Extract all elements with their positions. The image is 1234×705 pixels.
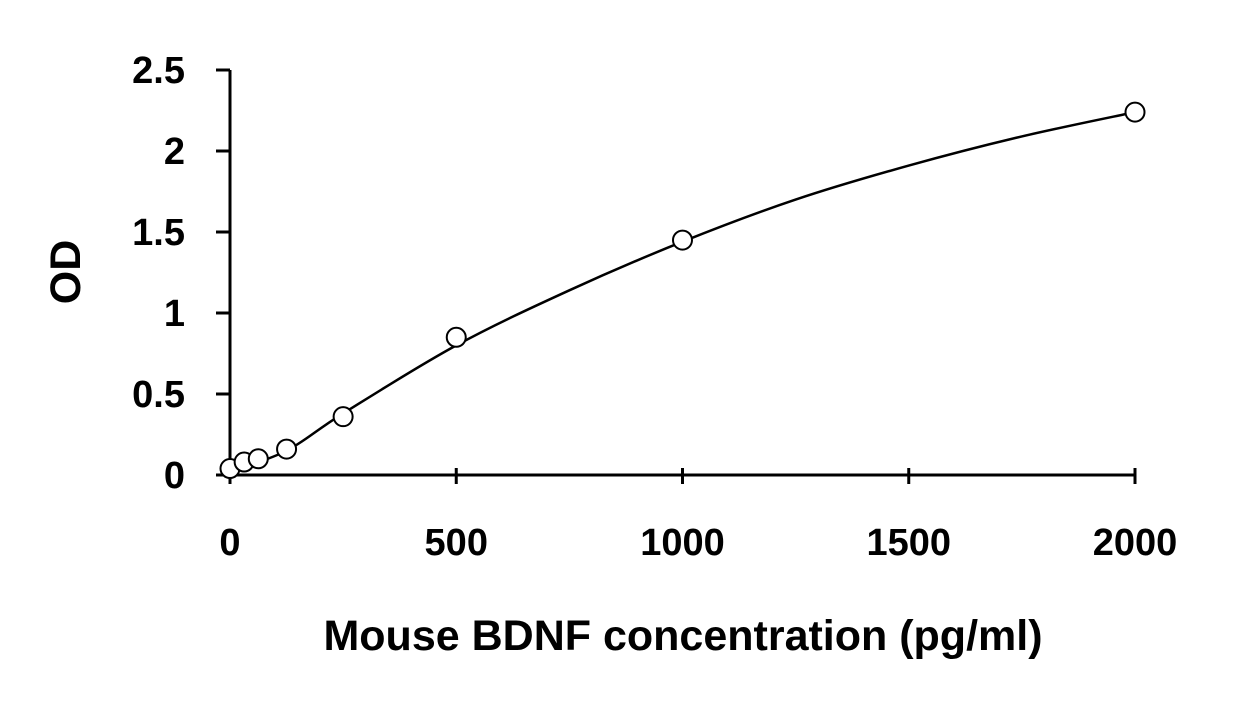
- x-tick-label: 1500: [866, 522, 951, 564]
- x-axis-title: Mouse BDNF concentration (pg/ml): [323, 612, 1042, 660]
- x-tick-label: 2000: [1093, 522, 1178, 564]
- x-tick-label: 500: [425, 522, 488, 564]
- x-tick-label: 1000: [640, 522, 725, 564]
- fit-curve-line: [229, 110, 1136, 473]
- data-point: [276, 438, 298, 460]
- data-point: [247, 448, 269, 470]
- data-point: [672, 229, 693, 251]
- data-point: [1124, 101, 1146, 123]
- data-point: [332, 406, 354, 428]
- y-tick-label: 0: [164, 455, 185, 497]
- tick-labels-group: 0 0.5 1 1.5 2 2.5 0 500 1000 1500 2000: [132, 50, 1177, 564]
- y-tick-label: 1: [164, 293, 185, 335]
- y-tick-label: 2: [164, 131, 185, 173]
- y-tick-label: 2.5: [132, 50, 185, 92]
- y-tick-label: 1.5: [132, 212, 185, 254]
- y-axis-title: OD: [42, 240, 90, 305]
- data-point: [445, 326, 467, 348]
- fit-curve-group: [229, 110, 1136, 473]
- axes-group: [216, 68, 1137, 484]
- x-tick-label: 0: [219, 522, 240, 564]
- data-points-group: [219, 101, 1146, 480]
- y-tick-label: 0.5: [132, 374, 185, 416]
